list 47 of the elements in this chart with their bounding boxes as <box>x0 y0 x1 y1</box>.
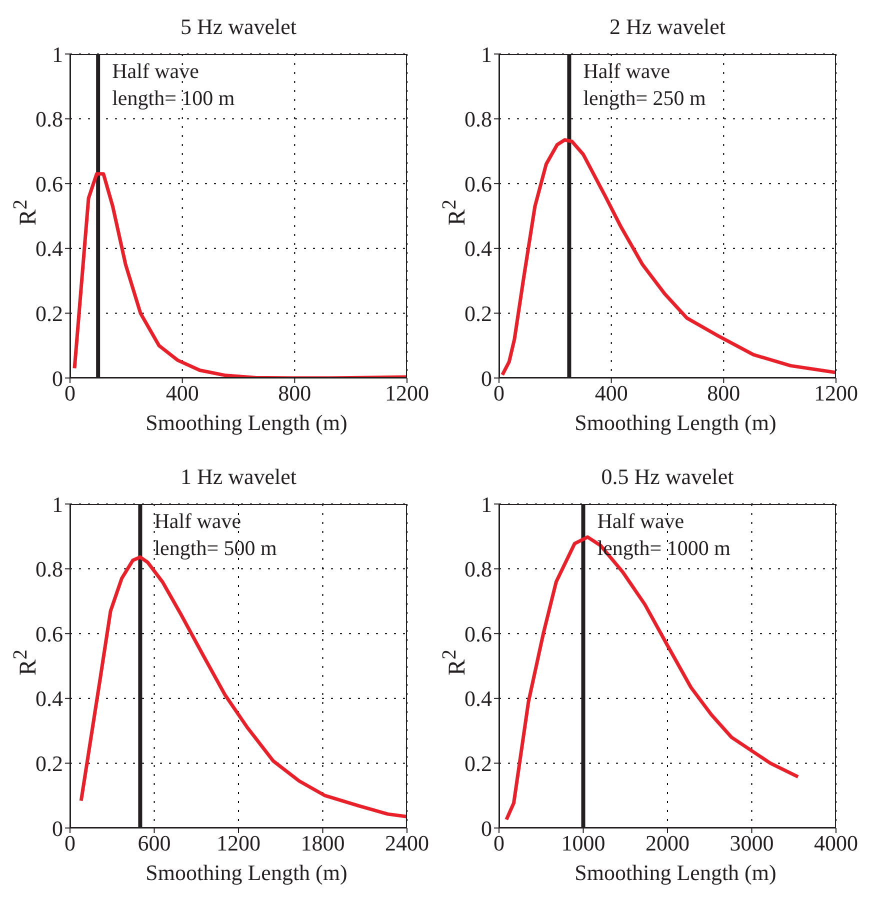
x-tick-label: 1000 <box>561 830 606 856</box>
chart-title: 1 Hz wavelet <box>180 464 297 489</box>
y-tick-label: 1 <box>481 42 492 67</box>
y-tick-label: 1 <box>52 492 63 517</box>
y-tick-label: 0.4 <box>464 236 492 262</box>
x-tick-label: 800 <box>278 380 312 406</box>
y-tick-label: 1 <box>481 492 492 517</box>
x-axis-title: Smoothing Length (m) <box>144 410 348 436</box>
x-tick-label: 1200 <box>216 830 260 856</box>
line-series <box>504 535 800 822</box>
x-tick-label: 2000 <box>646 830 690 856</box>
x-axis-title: Smoothing Length (m) <box>574 410 778 436</box>
x-tick-label: 2400 <box>385 830 429 856</box>
y-tick-label: 0.8 <box>36 556 63 582</box>
y-tick-label: 0.6 <box>36 621 63 646</box>
x-tick-label: 1200 <box>814 380 858 406</box>
y-tick-label: 0.2 <box>464 301 492 326</box>
y-tick-label: 1 <box>52 42 63 67</box>
ref-line-label: Half wave length= 100 m <box>112 58 236 112</box>
x-tick-label: 3000 <box>730 830 774 856</box>
y-tick-label: 0.8 <box>464 556 492 582</box>
y-tick-label: 0.8 <box>464 106 492 132</box>
y-tick-label: 0.6 <box>464 171 492 196</box>
x-tick-label: 600 <box>138 830 171 856</box>
x-tick-label: 1800 <box>300 830 345 856</box>
y-tick-label: 0.8 <box>36 106 63 132</box>
y-tick-label: 0.6 <box>464 621 492 646</box>
chart-title: 2 Hz wavelet <box>609 14 726 39</box>
x-tick-label: 4000 <box>814 830 858 856</box>
x-tick-label: 800 <box>707 380 740 406</box>
x-axis-title: Smoothing Length (m) <box>574 860 778 886</box>
x-tick-label: 1200 <box>385 380 429 406</box>
y-tick-label: 0.2 <box>464 751 492 776</box>
ref-line-label: Half wave length= 250 m <box>583 58 707 112</box>
y-tick-label: 0.4 <box>36 686 63 712</box>
x-tick-label: 400 <box>166 380 199 406</box>
chart-title: 0.5 Hz wavelet <box>601 464 734 489</box>
line-series <box>72 172 407 378</box>
y-tick-label: 0.6 <box>36 171 63 196</box>
y-tick-label: 0.4 <box>36 236 63 262</box>
ref-line-label: Half wave length= 500 m <box>154 508 278 562</box>
chart-title: 5 Hz wavelet <box>180 14 297 39</box>
y-tick-label: 0.2 <box>36 751 63 776</box>
y-tick-label: 0.2 <box>36 301 63 326</box>
x-tick-label: 400 <box>594 380 628 406</box>
x-axis-title: Smoothing Length (m) <box>144 860 348 886</box>
y-tick-label: 0.4 <box>464 686 492 712</box>
